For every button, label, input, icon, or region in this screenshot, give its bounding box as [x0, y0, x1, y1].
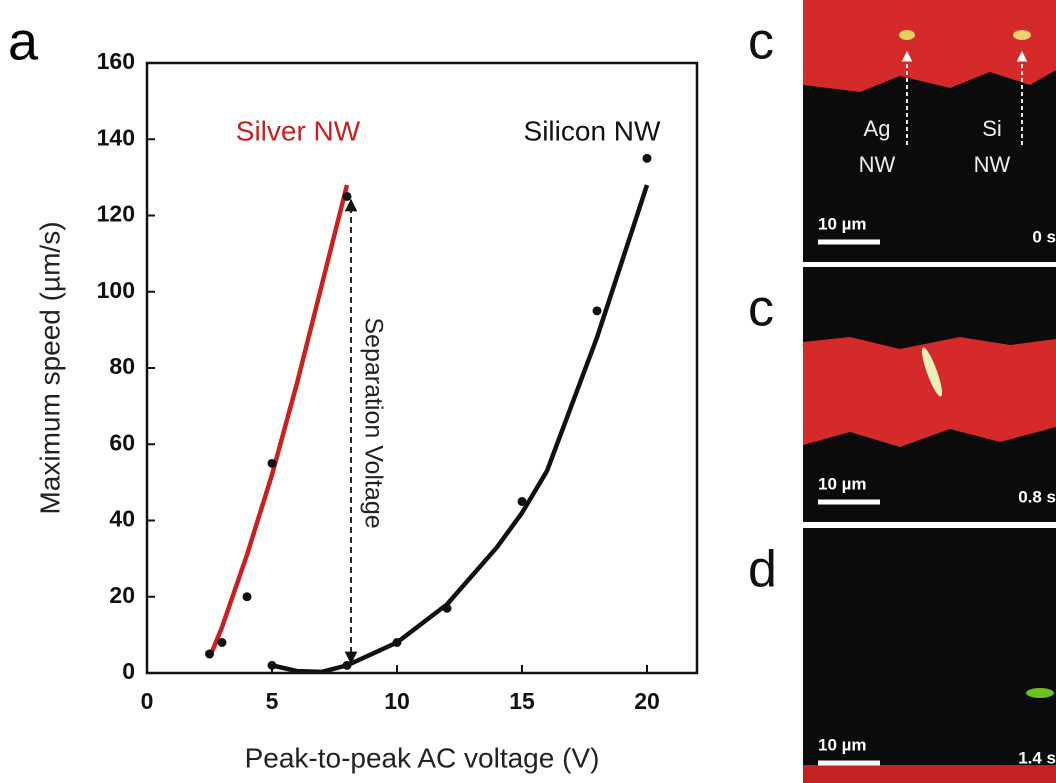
x-tick-label: 0 [141, 688, 154, 714]
panel-letter: d [748, 541, 777, 599]
nanowire [1013, 30, 1031, 40]
nanowire [1026, 688, 1054, 698]
y-tick-label: 20 [109, 582, 135, 608]
time-label: 1.4 s [1018, 748, 1056, 767]
annotation: Separation Voltage [359, 317, 387, 528]
x-tick-label: 5 [266, 688, 279, 714]
y-tick-label: 40 [109, 506, 135, 532]
time-label: 0.8 s [1018, 487, 1056, 506]
panel-letter: c [748, 280, 774, 338]
time-label: 0 s [1032, 227, 1056, 246]
nanowire-label: Si [982, 116, 1002, 141]
fit-curve [207, 184, 350, 659]
data-point [342, 191, 352, 201]
scale-label: 10 µm [818, 474, 867, 493]
micrograph [803, 528, 1056, 783]
x-tick-label: 10 [384, 688, 410, 714]
y-tick-label: 60 [109, 429, 135, 455]
scale-label: 10 µm [818, 735, 867, 754]
red-band [803, 0, 1056, 92]
nanowire-label: NW [974, 152, 1011, 177]
data-point [517, 496, 527, 506]
data-point [267, 660, 277, 670]
nanowire-label: Ag [864, 116, 891, 141]
x-tick-label: 15 [509, 688, 535, 714]
data-point [267, 458, 277, 468]
y-tick-label: 80 [109, 353, 135, 379]
x-axis-label: Peak-to-peak AC voltage (V) [245, 742, 600, 773]
x-tick-label: 20 [634, 688, 660, 714]
y-tick-label: 100 [97, 277, 135, 303]
plot-frame [145, 61, 699, 675]
y-tick-label: 0 [122, 658, 135, 684]
nanowire-label: NW [859, 152, 896, 177]
panel-letter: c [748, 13, 774, 71]
series-label: Silver NW [236, 115, 361, 146]
series-label: Silicon NW [524, 115, 661, 146]
data-point [442, 603, 452, 613]
data-point [242, 592, 252, 602]
scale-label: 10 µm [818, 214, 867, 233]
data-point [592, 306, 602, 316]
data-point [342, 660, 352, 670]
nanowire [921, 347, 943, 397]
panel-letter: a [8, 11, 39, 71]
data-point [217, 638, 227, 647]
nanowire [899, 30, 915, 40]
y-axis-label: Maximum speed (µm/s) [34, 221, 65, 514]
red-band [803, 337, 1056, 447]
y-tick-label: 140 [97, 124, 135, 150]
y-tick-label: 120 [97, 201, 135, 227]
data-point [205, 649, 214, 659]
red-band [803, 765, 1056, 783]
y-tick-label: 160 [97, 48, 135, 74]
data-point [392, 638, 402, 647]
image-panels: c 10 µm 0 s Ag NW Si NW c 10 µm 0.8 s d 10 µm 1.4 s [748, 0, 1056, 783]
data-point [642, 153, 652, 163]
